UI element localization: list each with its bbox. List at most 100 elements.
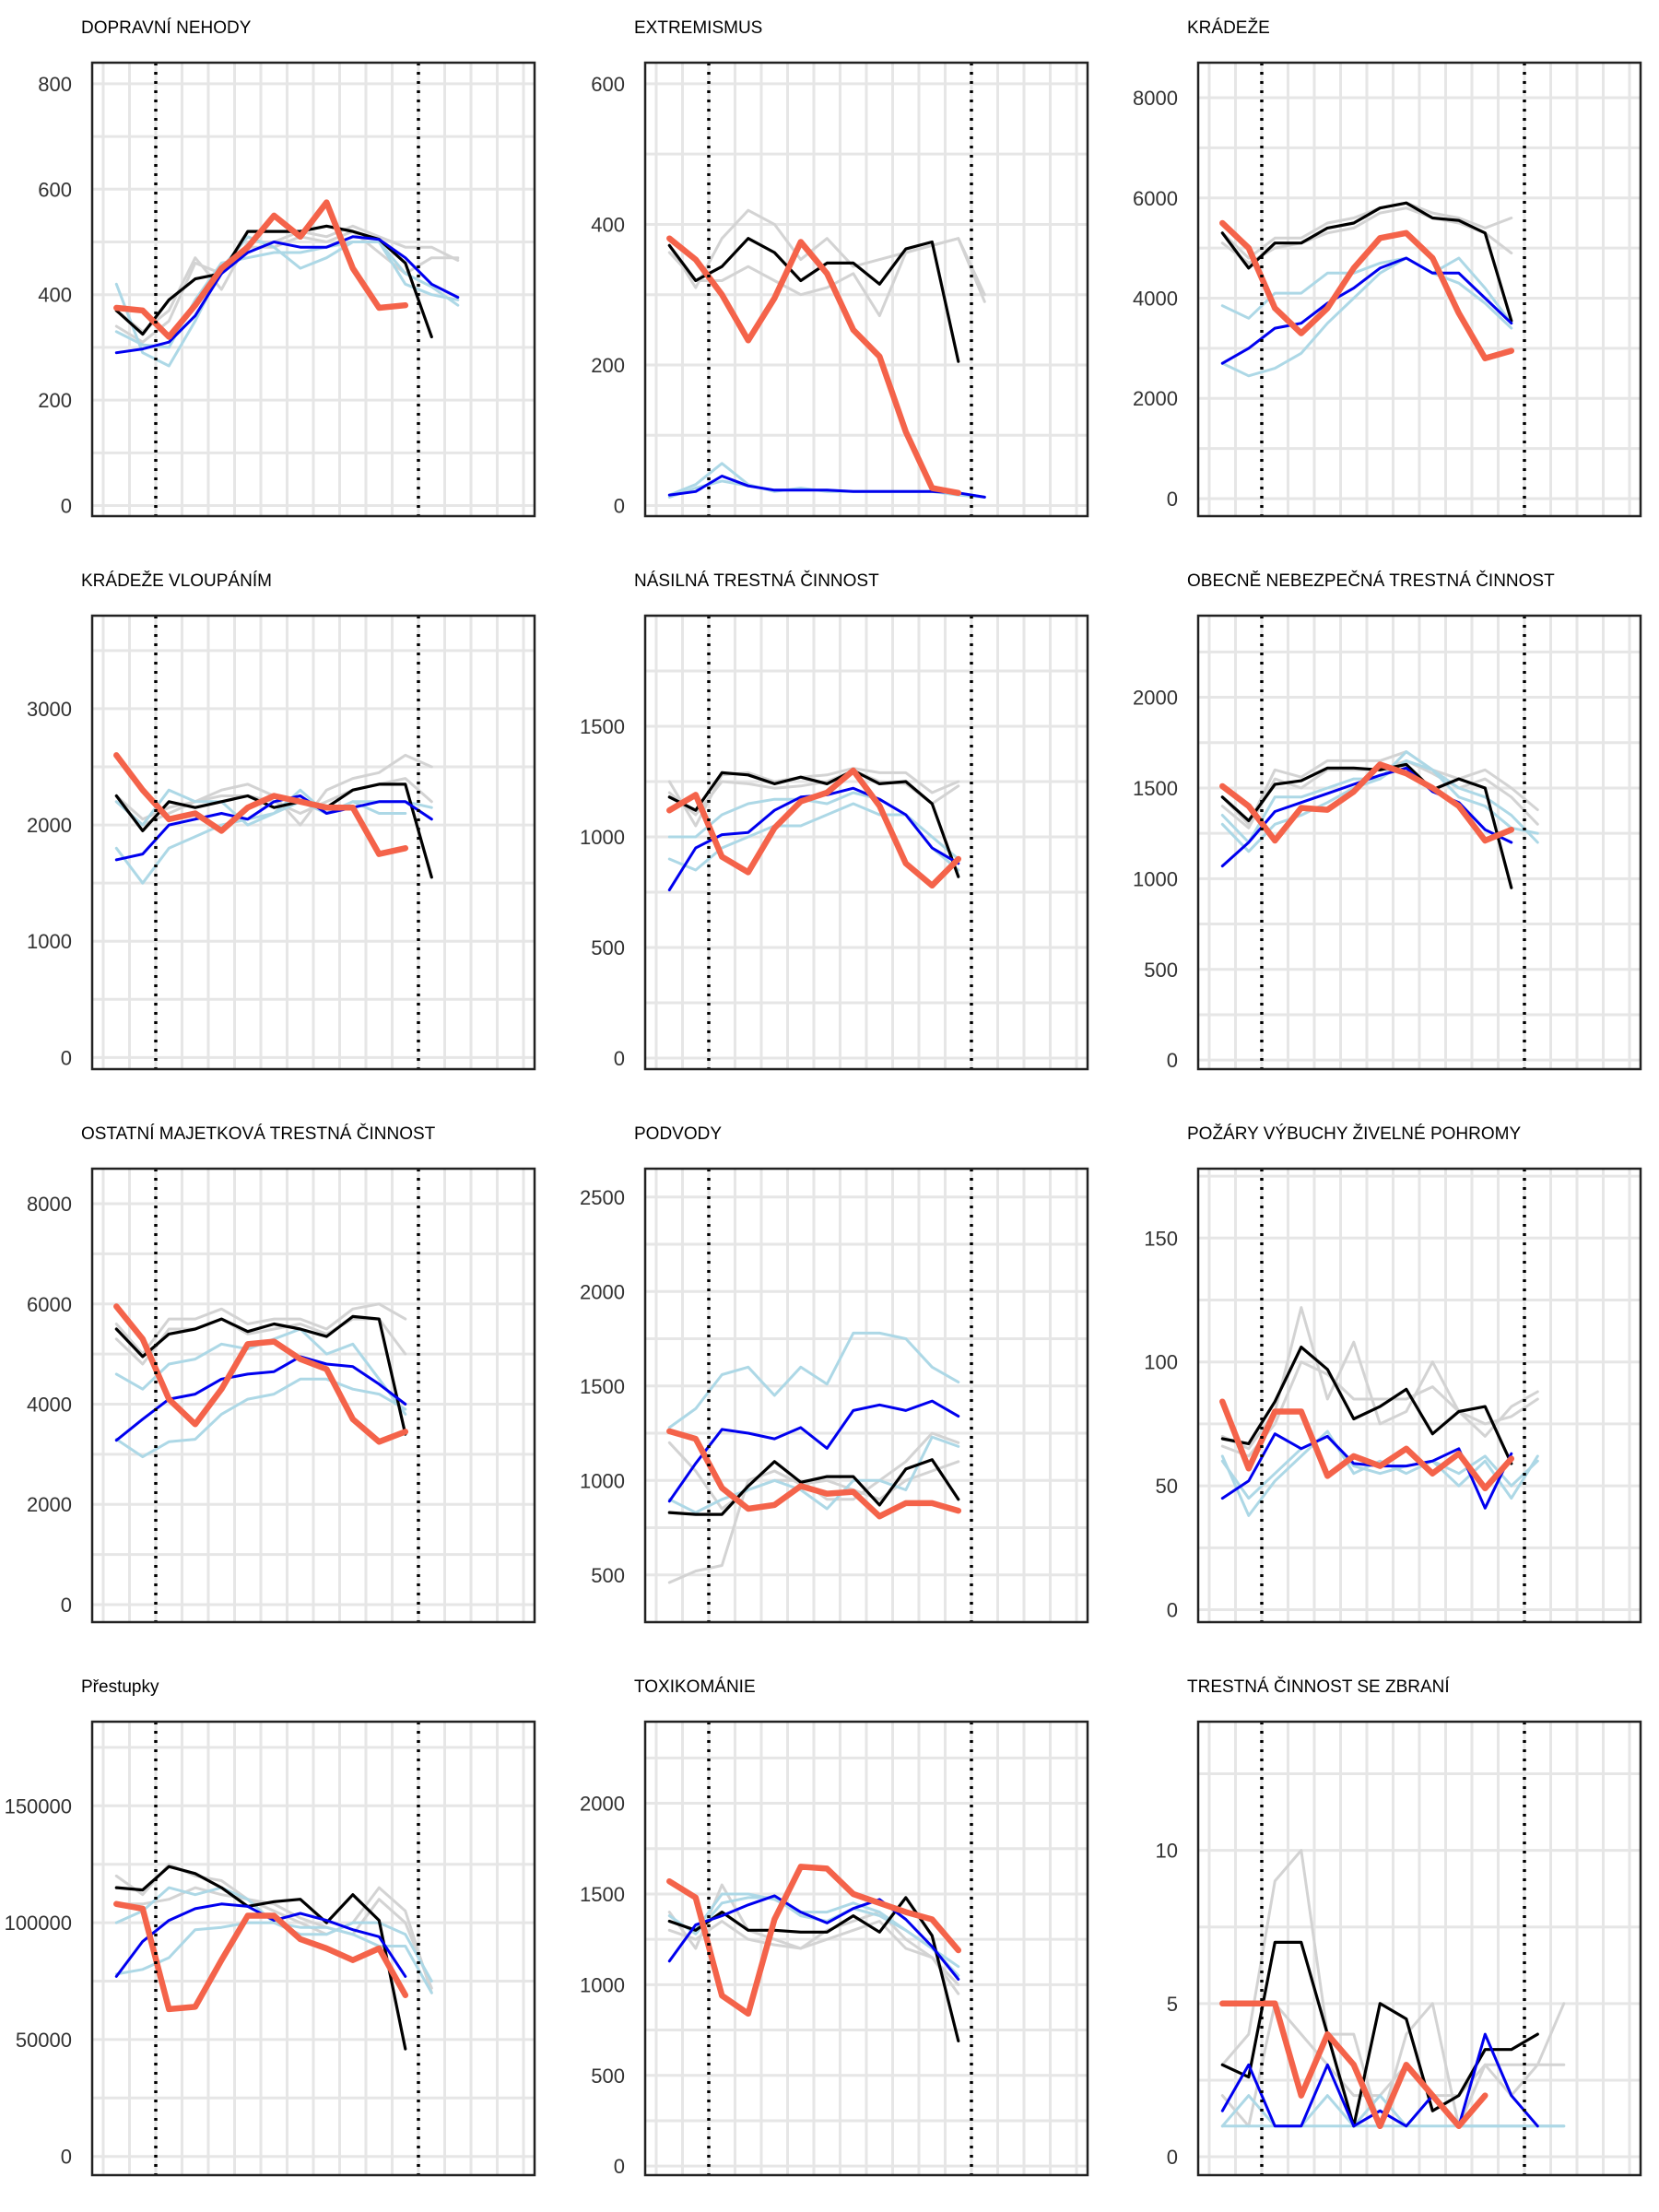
y-tick-label: 0 — [61, 2146, 72, 2169]
series-line-red — [113, 1900, 409, 2013]
plot-frame — [1196, 1720, 1642, 2177]
plot-frame — [90, 1167, 536, 1624]
chart-panel: OSTATNÍ MAJETKOVÁ TRESTNÁ ČINNOST 0 2000 40… — [27, 1124, 536, 1624]
series-line-grey — [1220, 1360, 1539, 1458]
y-tick-label: 2000 — [1133, 687, 1178, 710]
y-tick-label: 0 — [614, 495, 625, 518]
y-tick-label: 0 — [1167, 1049, 1178, 1072]
series-line-black — [114, 1314, 407, 1436]
series-line-black — [667, 769, 960, 878]
plot-frame — [643, 1167, 1089, 1624]
chart-panel: TRESTNÁ ČINNOST SE ZBRANÍ 0 5 10 — [1156, 1677, 1642, 2177]
series-line-lightblue — [1220, 1434, 1539, 1500]
y-tick-label: 6000 — [27, 1293, 72, 1316]
y-tick-label: 400 — [591, 213, 625, 236]
y-tick-label: 2000 — [1133, 387, 1178, 410]
plot-frame — [90, 61, 536, 518]
chart-panel: Přestupky 0 50000 100000 150000 — [5, 1677, 536, 2177]
y-tick-label: 150000 — [5, 1794, 72, 1818]
series-line-blue — [1220, 256, 1513, 365]
y-tick-label: 0 — [1167, 1599, 1178, 1622]
y-tick-label: 1500 — [580, 1883, 625, 1906]
y-tick-label: 1000 — [1133, 867, 1178, 890]
y-tick-label: 0 — [614, 1047, 625, 1070]
series-line-blue — [667, 1894, 960, 1981]
y-tick-label: 500 — [591, 2065, 625, 2088]
y-tick-label: 200 — [591, 354, 625, 377]
y-tick-label: 2500 — [580, 1186, 625, 1209]
series-line-blue — [1220, 2032, 1539, 2128]
series-line-blue — [114, 235, 460, 355]
y-tick-label: 50000 — [16, 2029, 72, 2052]
chart-title: KRÁDEŽE VLOUPÁNÍM — [81, 571, 272, 591]
series-line-grey — [114, 224, 460, 334]
y-tick-label: 0 — [1167, 2146, 1178, 2169]
y-tick-label: 4000 — [1133, 288, 1178, 311]
series-line-black — [1220, 201, 1513, 323]
series-line-red — [666, 767, 962, 889]
y-tick-label: 200 — [38, 389, 72, 412]
chart-panel: DOPRAVNÍ NEHODY 0 200 400 600 800 — [38, 18, 536, 518]
y-tick-label: 500 — [1144, 959, 1178, 982]
chart-panel: OBECNĚ NEBEZPEČNÁ TRESTNÁ ČINNOST 0 500 100… — [1133, 571, 1642, 1072]
plot-frame — [643, 1720, 1089, 2177]
chart-title: OBECNĚ NEBEZPEČNÁ TRESTNÁ ČINNOST — [1187, 571, 1555, 591]
y-tick-label: 2000 — [27, 1493, 72, 1516]
series-line-lightblue — [1220, 256, 1513, 378]
series-line-lightblue — [114, 788, 407, 827]
chart-title: POŽÁRY VÝBUCHY ŽIVELNÉ POHROMY — [1187, 1124, 1521, 1144]
chart-title: PODVODY — [634, 1124, 722, 1144]
y-tick-label: 1000 — [580, 1973, 625, 1996]
series-line-grey — [667, 1883, 960, 1995]
series-line-red — [666, 1864, 962, 2018]
y-tick-label: 50 — [1156, 1475, 1178, 1498]
series-line-lightblue — [667, 1435, 960, 1514]
chart-panel: EXTREMISMUS 0 200 400 600 — [591, 18, 1089, 518]
series-line-grey — [1220, 206, 1513, 265]
y-tick-label: 500 — [591, 936, 625, 959]
series-line-blue — [114, 794, 433, 862]
series-line-red — [113, 752, 409, 857]
y-tick-label: 400 — [38, 284, 72, 307]
chart-panel: PODVODY 500 1000 1500 2000 2500 — [580, 1124, 1089, 1624]
y-tick-label: 500 — [591, 1564, 625, 1587]
chart-panel: KRÁDEŽE 0 2000 4000 6000 8000 — [1133, 18, 1642, 518]
chart-title: TRESTNÁ ČINNOST SE ZBRANÍ — [1187, 1677, 1450, 1697]
series-line-lightblue — [1220, 1430, 1539, 1517]
y-tick-label: 4000 — [27, 1394, 72, 1417]
series-line-red — [666, 235, 962, 497]
y-tick-label: 1000 — [27, 930, 72, 953]
series-line-grey — [667, 767, 960, 828]
y-tick-label: 10 — [1156, 1840, 1178, 1863]
plot-frame — [643, 614, 1089, 1071]
y-tick-label: 1000 — [580, 1469, 625, 1492]
series-line-grey — [667, 1920, 960, 1986]
y-tick-label: 8000 — [1133, 87, 1178, 110]
series-line-lightblue — [667, 1331, 960, 1430]
y-tick-label: 1500 — [580, 1375, 625, 1398]
y-tick-label: 2000 — [580, 1280, 625, 1303]
chart-title: NÁSILNÁ TRESTNÁ ČINNOST — [634, 571, 879, 591]
series-line-red — [1219, 1398, 1515, 1492]
plot-frame — [90, 1720, 536, 2177]
y-tick-label: 3000 — [27, 698, 72, 721]
series-line-grey — [114, 1302, 407, 1356]
chart-title: OSTATNÍ MAJETKOVÁ TRESTNÁ ČINNOST — [81, 1124, 436, 1144]
chart-title: Přestupky — [81, 1677, 159, 1697]
chart-title: TOXIKOMÁNIE — [634, 1677, 756, 1697]
y-tick-label: 6000 — [1133, 187, 1178, 210]
series-line-black — [114, 782, 433, 879]
y-tick-label: 0 — [61, 1594, 72, 1617]
y-tick-label: 100 — [1144, 1351, 1178, 1374]
plot-frame — [1196, 61, 1642, 518]
plot-frame — [1196, 1167, 1642, 1624]
series-line-black — [1220, 1940, 1539, 2128]
y-tick-label: 150 — [1144, 1227, 1178, 1250]
series-line-black — [667, 1896, 960, 2042]
series-line-red — [113, 1303, 409, 1445]
y-tick-label: 600 — [38, 178, 72, 201]
y-tick-label: 1000 — [580, 826, 625, 849]
y-tick-label: 100000 — [5, 1912, 72, 1935]
y-tick-label: 0 — [61, 1046, 72, 1069]
